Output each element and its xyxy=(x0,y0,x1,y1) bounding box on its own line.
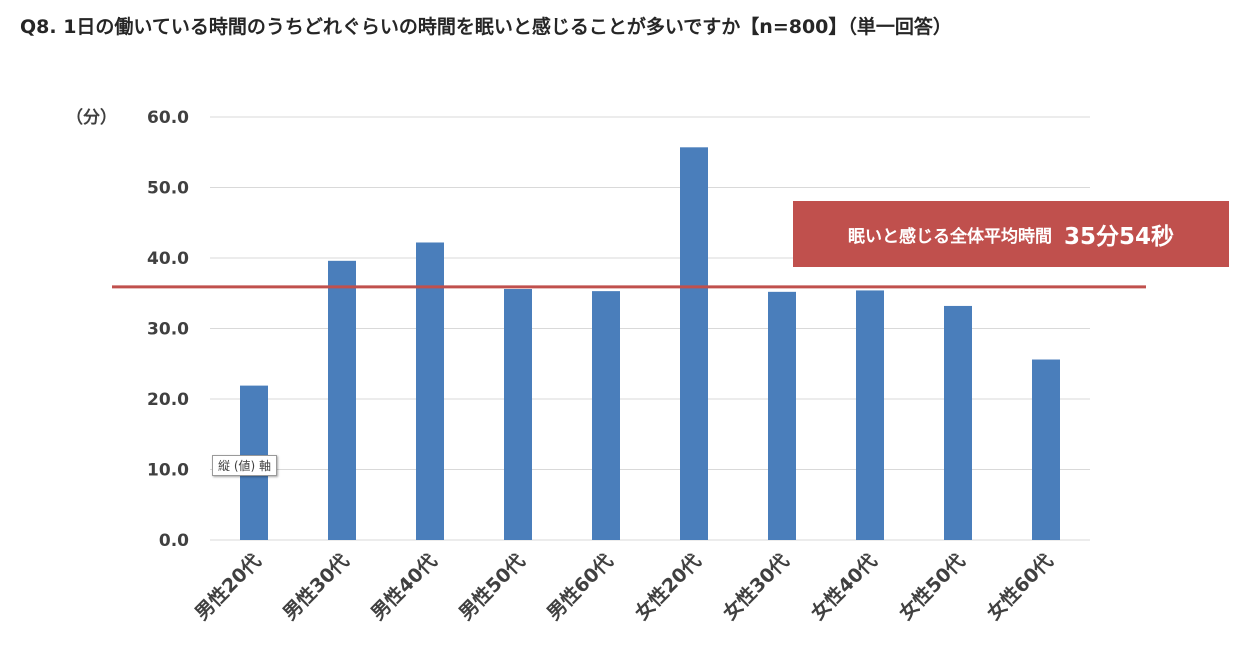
bar xyxy=(328,260,356,540)
y-tick-label: 40.0 xyxy=(147,249,189,269)
bar xyxy=(944,305,972,540)
y-tick-label: 60.0 xyxy=(147,108,189,128)
x-category-label: 男性60代 xyxy=(542,549,617,624)
y-tick-label: 10.0 xyxy=(147,461,189,481)
bar xyxy=(856,290,884,540)
x-category-label: 女性30代 xyxy=(718,549,793,624)
y-tick-label: 50.0 xyxy=(147,179,189,199)
y-tick-label: 20.0 xyxy=(147,390,189,410)
chart-title: Q8. 1日の働いている時間のうちどれぐらいの時間を眠いと感じることが多いですか… xyxy=(20,16,952,38)
x-category-label: 男性30代 xyxy=(278,549,353,624)
x-category-label: 女性20代 xyxy=(630,549,705,624)
bar xyxy=(1032,359,1060,540)
x-category-label: 男性40代 xyxy=(366,549,441,624)
x-category-label: 男性20代 xyxy=(190,549,265,624)
bar xyxy=(680,147,708,540)
y-tick-label: 30.0 xyxy=(147,320,189,340)
average-value: 35分54秒 xyxy=(1063,224,1174,250)
x-category-label: 女性60代 xyxy=(982,549,1057,624)
bar xyxy=(592,291,620,540)
bar xyxy=(768,291,796,540)
bar xyxy=(416,242,444,541)
x-category-label: 男性50代 xyxy=(454,549,529,624)
x-category-label: 女性40代 xyxy=(806,549,881,624)
bar xyxy=(504,289,532,540)
y-axis-unit-label: （分） xyxy=(66,107,117,128)
y-tick-label: 0.0 xyxy=(159,531,189,551)
average-label: 眠いと感じる全体平均時間 xyxy=(847,226,1052,247)
axis-tooltip: 縦 (値) 軸 xyxy=(212,455,277,476)
x-category-label: 女性50代 xyxy=(894,549,969,624)
average-callout: 眠いと感じる全体平均時間 35分54秒 xyxy=(793,201,1229,267)
